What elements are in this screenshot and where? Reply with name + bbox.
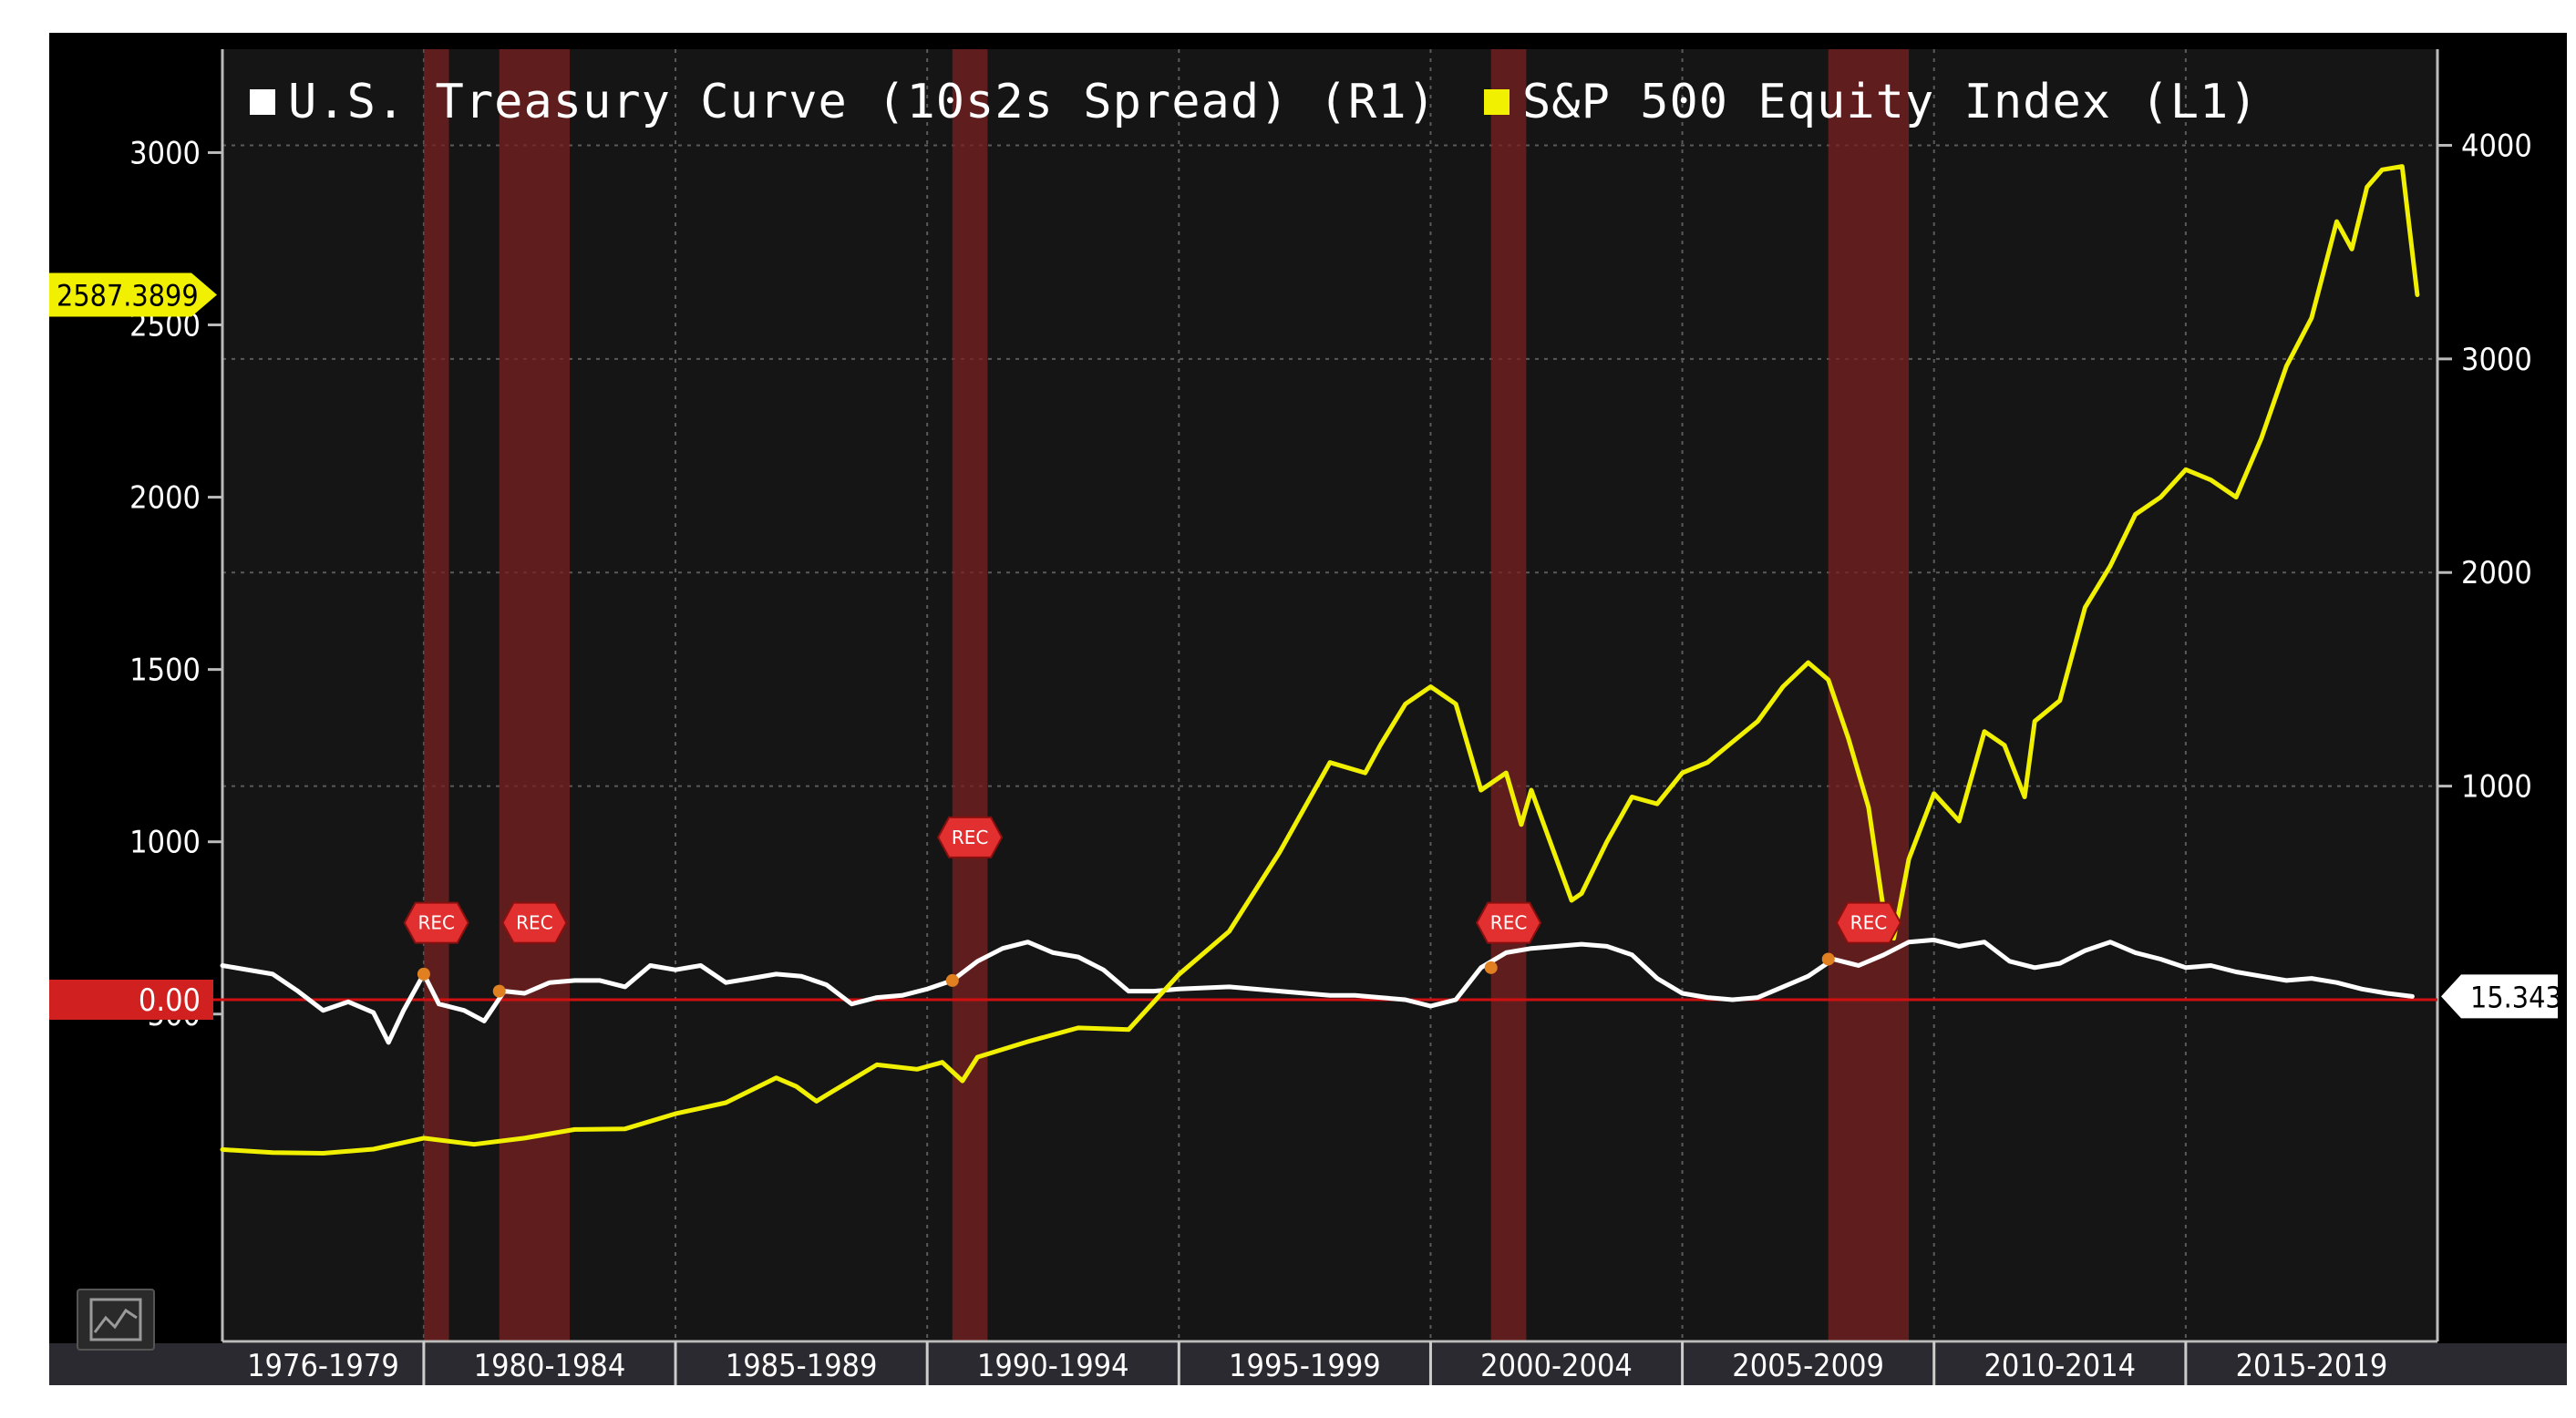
left-axis-tick-label: 3000 — [129, 135, 201, 171]
zero-label-box — [49, 979, 213, 1020]
x-axis-tick-label: 1976-1979 — [247, 1348, 399, 1384]
x-axis-tick-label: 1990-1994 — [977, 1348, 1129, 1384]
recession-band — [952, 49, 988, 1341]
legend: U.S. Treasury Curve (10s2s Spread) (R1) … — [250, 75, 2259, 129]
recession-tag — [403, 901, 469, 944]
recession-tag — [1835, 901, 1902, 944]
x-axis-tick-label: 2005-2009 — [1732, 1348, 1884, 1384]
legend-spread-label: U.S. Treasury Curve (10s2s Spread) (R1) — [288, 75, 1437, 129]
left-last-value-marker — [49, 272, 217, 317]
spx-line — [220, 164, 2420, 1156]
line-chart-glyph — [89, 1298, 142, 1341]
legend-swatch-white — [250, 89, 275, 115]
left-axis-tick-label: 1000 — [129, 825, 201, 861]
legend-spx-label: S&P 500 Equity Index (L1) — [1521, 75, 2259, 129]
recession-tag — [501, 901, 568, 944]
zero-label: 0.00 — [139, 982, 201, 1019]
event-dot — [1821, 952, 1835, 966]
right-last-value-marker — [2441, 974, 2558, 1019]
left-axis-tick-label: 2000 — [129, 480, 201, 517]
recession-tag-label: REC — [952, 827, 989, 848]
value-markers: 2587.3899 15.343 — [49, 272, 2562, 1019]
zero-line-group: 0.00 — [49, 979, 2437, 1020]
event-dot — [492, 984, 506, 998]
recession-tag — [1475, 901, 1542, 944]
spread-line — [220, 937, 2415, 1045]
recession-bands — [423, 49, 1910, 1341]
series-lines — [220, 164, 2420, 1156]
legend-item-spread[interactable]: U.S. Treasury Curve (10s2s Spread) (R1) — [250, 75, 1437, 129]
right-axis-tick-label: 2000 — [2461, 555, 2532, 591]
left-last-value-label: 2587.3899 — [57, 278, 199, 313]
event-dot — [417, 967, 430, 981]
legend-item-spx[interactable]: S&P 500 Equity Index (L1) — [1483, 75, 2259, 129]
chart-canvas: 5001000150020002500300010002000300040001… — [49, 49, 2567, 1385]
left-axis-tick-label: 1500 — [129, 652, 201, 689]
right-axis-tick-label: 1000 — [2461, 769, 2532, 806]
recession-tag-label: REC — [516, 912, 553, 934]
x-axis-tick-label: 2010-2014 — [1984, 1348, 2136, 1384]
recession-tag-label: REC — [417, 912, 455, 934]
legend-swatch-yellow — [1483, 89, 1510, 115]
recession-band — [499, 49, 571, 1341]
recession-band — [423, 49, 449, 1341]
x-axis-tick-label: 2000-2004 — [1480, 1348, 1633, 1384]
right-axis-tick-label: 4000 — [2461, 128, 2532, 164]
recession-tag-label: REC — [1490, 912, 1528, 934]
recession-tag — [936, 816, 1004, 858]
recession-band — [1828, 49, 1910, 1341]
recession-tags: REC REC REC REC REC — [403, 816, 1902, 944]
event-dot — [1484, 961, 1498, 974]
right-last-value-label: 15.343 — [2470, 980, 2562, 1014]
plot-area — [222, 49, 2437, 1341]
recession-tag-label: REC — [1850, 912, 1887, 934]
x-axis-tick-label: 1995-1999 — [1229, 1348, 1381, 1384]
x-axis-bar — [49, 1343, 2567, 1385]
event-dot — [945, 973, 959, 987]
x-axis-tick-label: 1980-1984 — [474, 1348, 626, 1384]
x-axis-tick-label: 1985-1989 — [726, 1348, 878, 1384]
right-axis-tick-label: 3000 — [2461, 342, 2532, 378]
recession-band — [1490, 49, 1527, 1341]
chart-frame: 5001000150020002500300010002000300040001… — [49, 33, 2567, 1385]
x-axis-tick-label: 2015-2019 — [2236, 1348, 2388, 1384]
line-chart-icon[interactable] — [77, 1289, 155, 1351]
